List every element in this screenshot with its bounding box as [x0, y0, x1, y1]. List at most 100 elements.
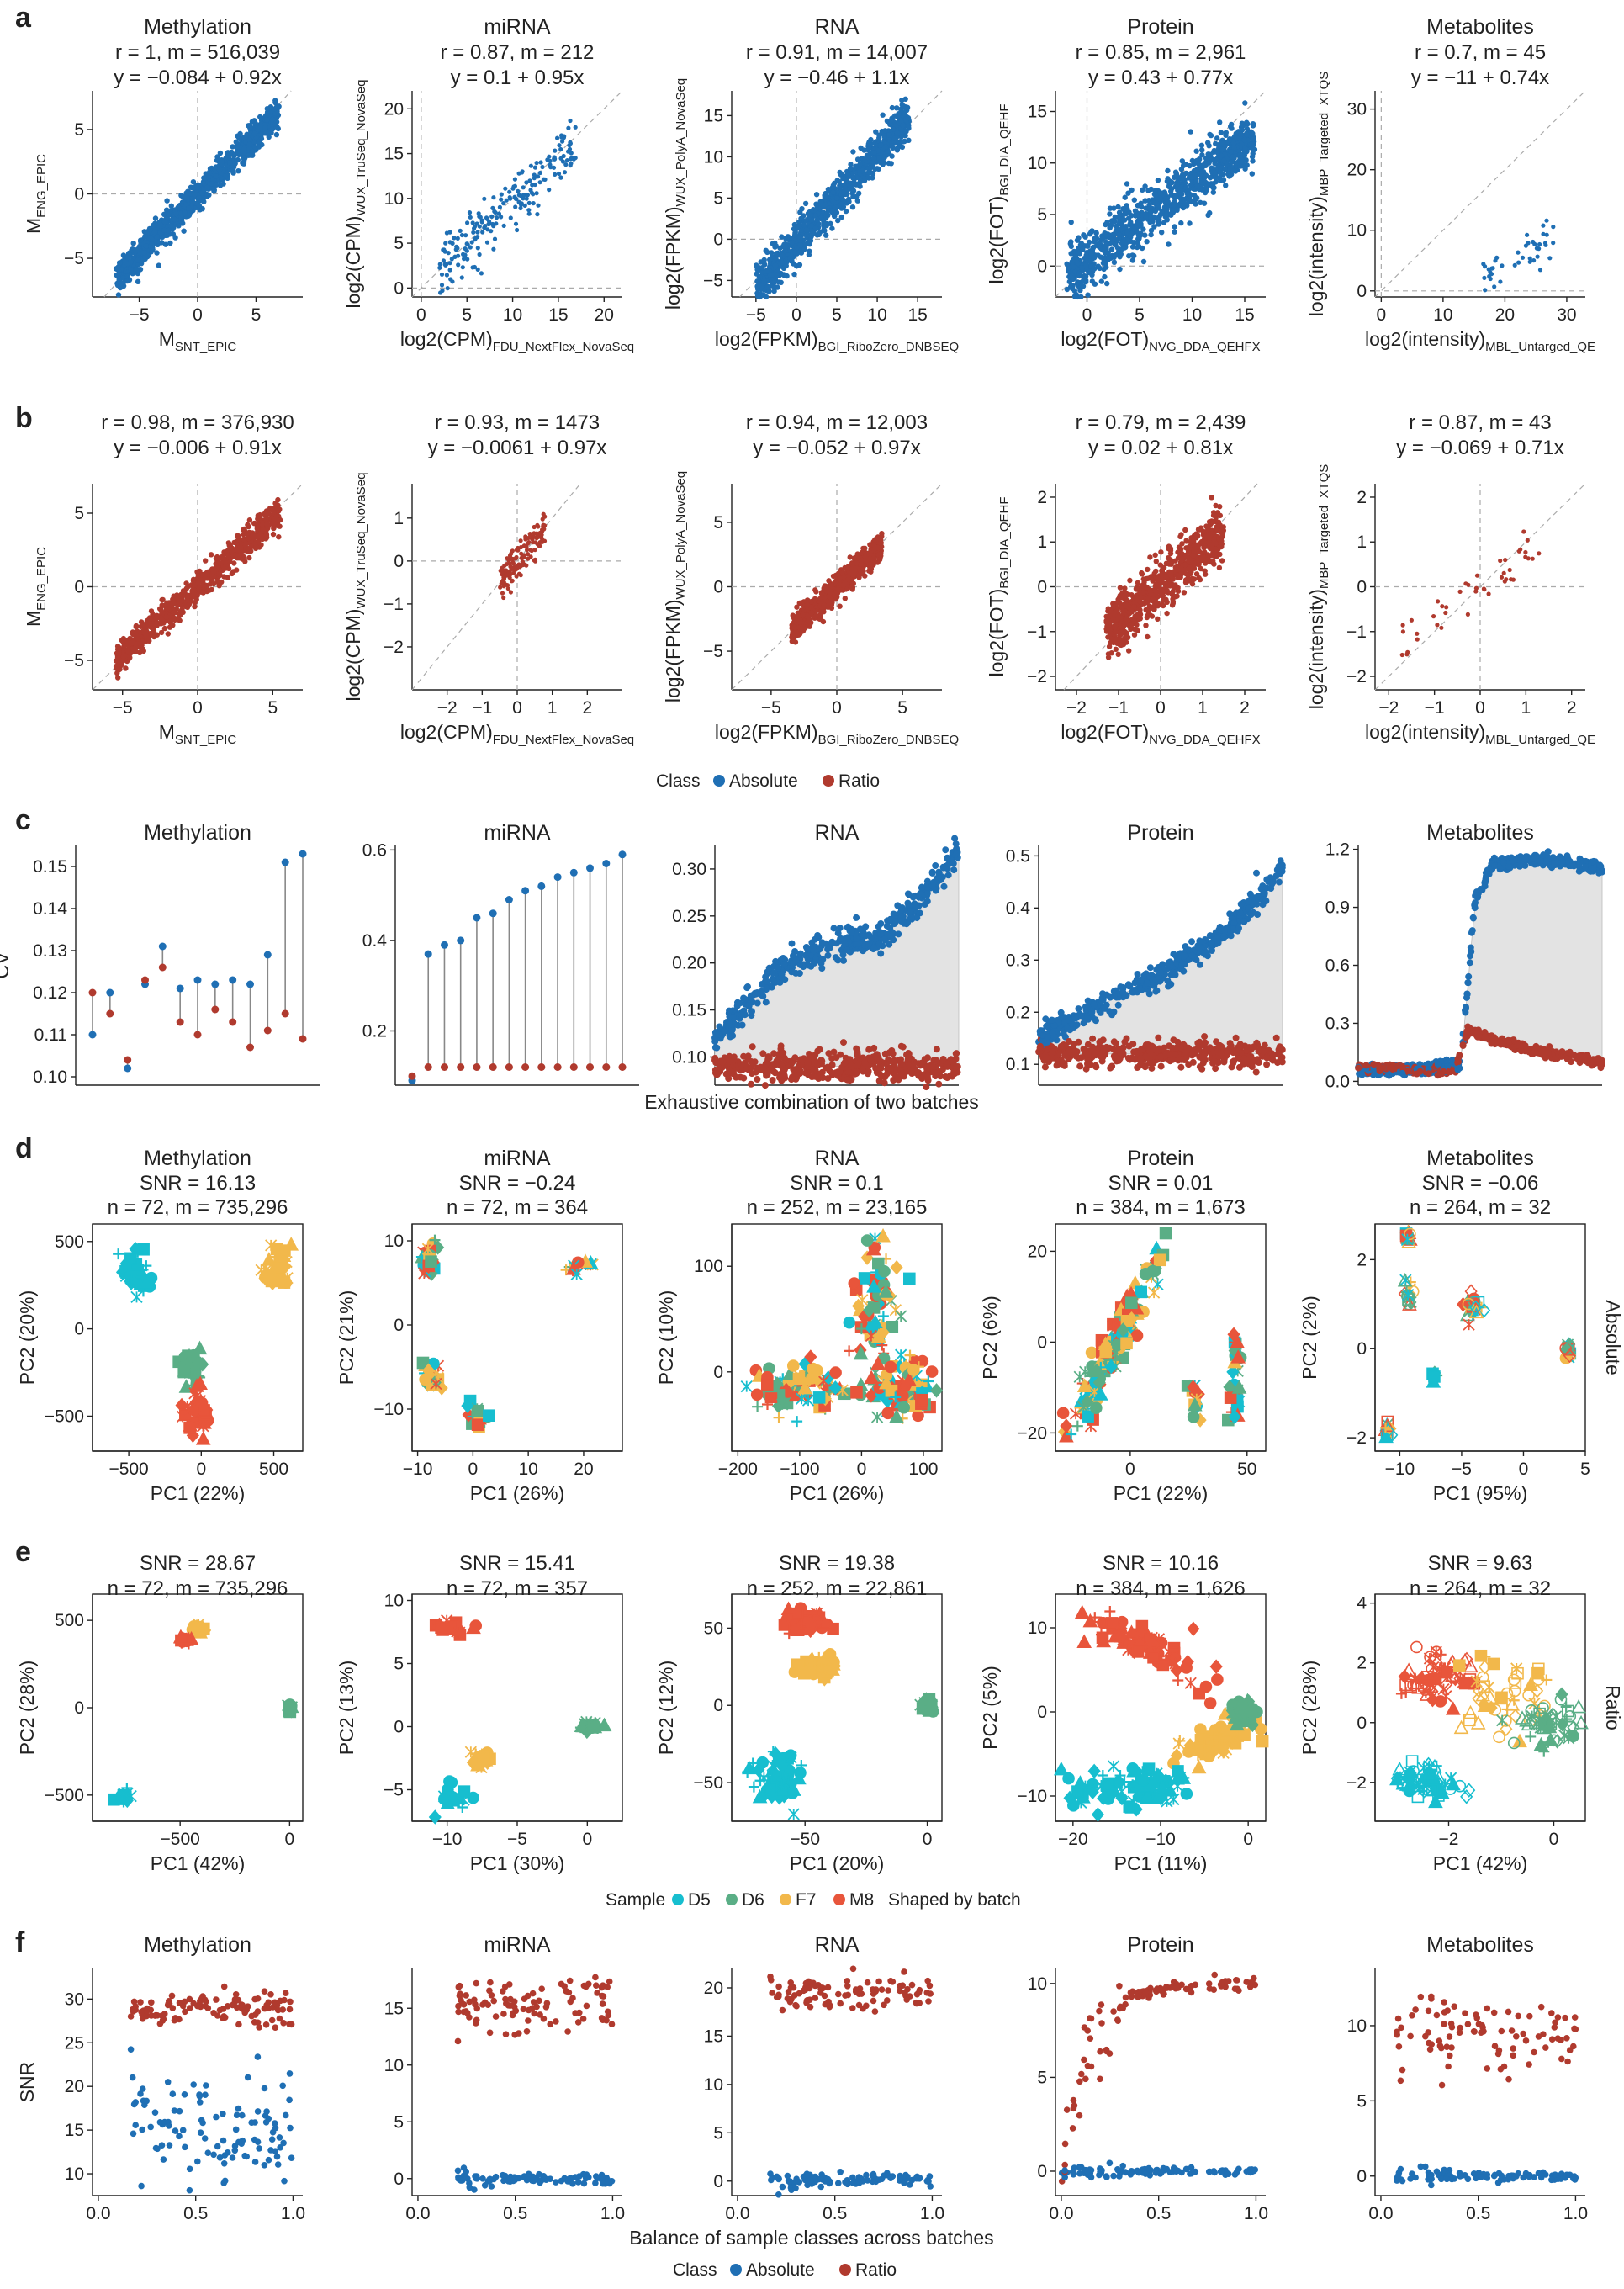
data-point: [247, 517, 252, 522]
data-point: [1155, 197, 1160, 202]
data-point: [1153, 553, 1158, 558]
data-point: [167, 224, 172, 229]
data-point: [824, 223, 829, 228]
y-tick-label: 2: [1037, 488, 1047, 507]
data-point: [217, 583, 222, 588]
data-point: [1180, 203, 1185, 208]
data-point: [774, 243, 779, 248]
data-point: [119, 638, 124, 643]
data-point: [513, 178, 517, 182]
data-point: [1108, 206, 1113, 211]
data-point: [1117, 232, 1122, 237]
panel-label-e: e: [15, 1536, 31, 1568]
data-point: [485, 227, 489, 231]
data-point: [177, 205, 182, 210]
data-point: [532, 531, 536, 535]
data-point: [557, 172, 561, 176]
data-point: [535, 191, 539, 195]
y-tick-label: 5: [74, 504, 84, 523]
y-tick-label: 5: [713, 188, 723, 208]
data-point: [809, 231, 814, 236]
data-point: [868, 570, 873, 575]
panel-label-c: c: [15, 804, 31, 836]
y-tick-label: 0: [1037, 578, 1047, 597]
data-point: [160, 617, 165, 623]
data-point: [176, 223, 181, 228]
data-point: [901, 123, 906, 128]
data-point: [1244, 132, 1249, 137]
data-point: [566, 126, 570, 130]
x-axis-label: log2(FOT)NVG_DDA_QEHFX: [1061, 328, 1260, 354]
data-point: [843, 596, 848, 601]
data-point: [513, 204, 517, 209]
x-tick-label: 0: [193, 698, 203, 718]
x-axis-label: MSNT_EPIC: [159, 328, 237, 354]
data-point: [1537, 242, 1542, 246]
data-point: [906, 138, 911, 143]
data-point: [1498, 279, 1502, 283]
data-point: [1219, 146, 1225, 151]
data-point: [1071, 257, 1076, 262]
data-point: [1076, 235, 1081, 240]
data-point: [209, 552, 214, 557]
data-point: [828, 583, 833, 588]
data-point: [1148, 209, 1153, 214]
data-point: [1087, 240, 1092, 245]
data-point: [524, 545, 528, 549]
data-point: [1102, 274, 1107, 279]
data-point: [516, 189, 520, 193]
data-point: [536, 204, 540, 208]
data-point: [1223, 133, 1228, 138]
data-point: [1164, 611, 1169, 616]
panel-title: Metabolites: [1426, 15, 1534, 39]
data-point: [552, 166, 556, 170]
data-point: [1203, 163, 1208, 168]
y-tick-label: −2: [1027, 667, 1047, 686]
data-point: [853, 164, 858, 169]
data-point: [255, 517, 260, 522]
data-point: [463, 254, 467, 258]
data-point: [263, 125, 268, 130]
data-point: [1117, 267, 1122, 272]
data-point: [194, 185, 199, 190]
data-point: [185, 594, 190, 599]
x-tick-label: 0: [416, 305, 426, 325]
x-tick-label: 15: [548, 305, 568, 325]
data-point: [480, 230, 484, 234]
data-point: [187, 213, 192, 218]
y-tick-label: 0: [713, 578, 723, 597]
data-point: [1161, 220, 1166, 225]
data-point: [865, 155, 870, 160]
data-point: [1222, 166, 1227, 171]
data-point: [1092, 282, 1098, 287]
data-point: [872, 167, 877, 172]
x-tick-label: −1: [472, 698, 492, 718]
data-point: [491, 224, 495, 228]
data-point: [856, 191, 861, 196]
data-point: [1535, 246, 1539, 251]
panel-stat-1: r = 0.94, m = 12,003: [746, 411, 928, 434]
data-point: [812, 596, 817, 601]
data-point: [1180, 177, 1185, 182]
data-point: [177, 617, 183, 623]
panel-stat-2: y = −11 + 0.74x: [1411, 66, 1549, 89]
data-point: [141, 649, 146, 654]
data-point: [1165, 199, 1170, 204]
data-point: [442, 258, 446, 262]
data-point: [151, 621, 156, 626]
data-point: [761, 293, 766, 298]
data-point: [881, 154, 886, 159]
data-point: [247, 142, 252, 147]
data-point: [542, 178, 546, 182]
x-tick-label: 1: [1198, 698, 1208, 718]
data-point: [213, 561, 218, 566]
data-point: [238, 545, 243, 550]
panel-stat-2: y = −0.46 + 1.1x: [764, 66, 910, 89]
data-point: [859, 559, 864, 564]
data-point: [156, 262, 161, 268]
data-point: [843, 185, 848, 190]
data-point: [831, 190, 836, 195]
data-point: [1193, 195, 1198, 200]
data-point: [1230, 154, 1235, 159]
